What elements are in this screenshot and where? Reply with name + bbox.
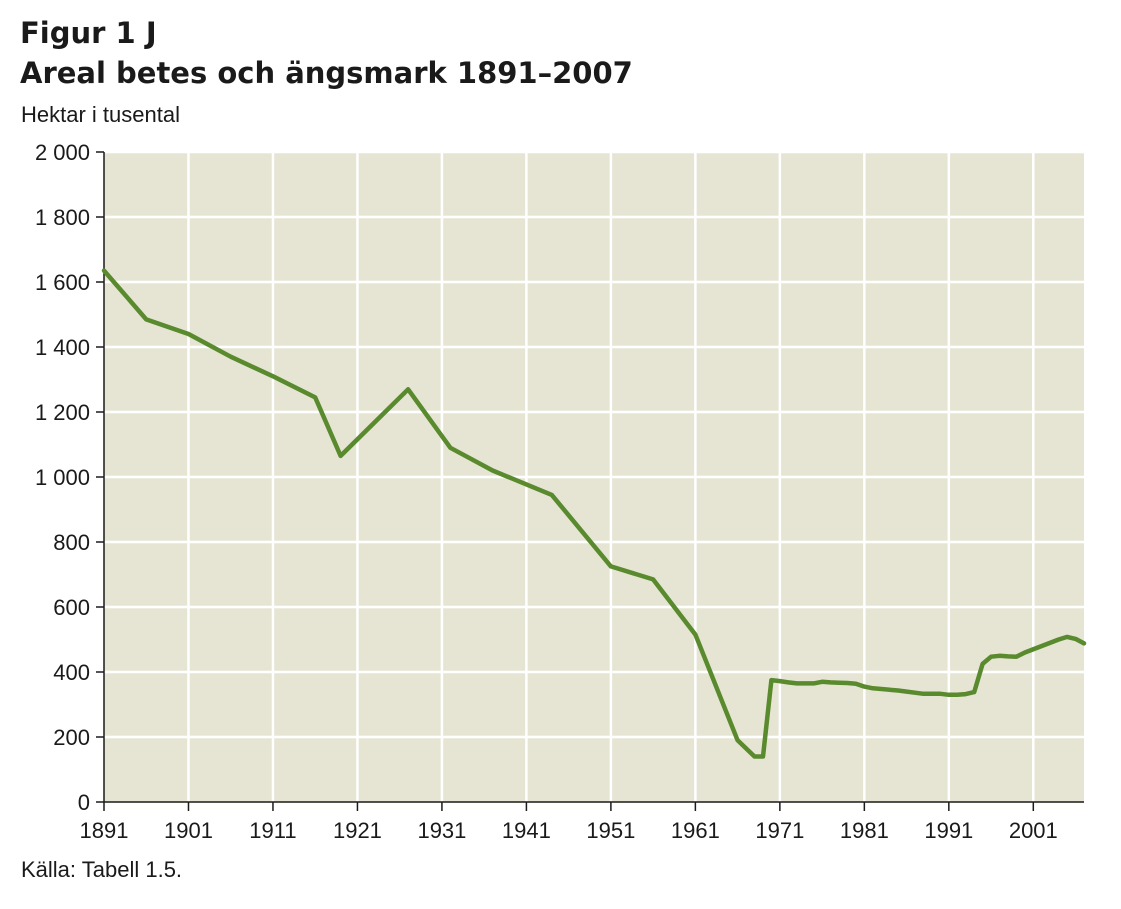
x-tick-label: 1961 bbox=[671, 818, 720, 843]
x-tick-label: 1931 bbox=[417, 818, 466, 843]
x-tick-label: 1941 bbox=[502, 818, 551, 843]
y-tick-label: 2 000 bbox=[35, 140, 90, 165]
axes bbox=[96, 151, 1084, 811]
y-tick-label: 1 200 bbox=[35, 400, 90, 425]
gridlines bbox=[104, 150, 1084, 802]
figure-label: Figur 1 J bbox=[20, 16, 157, 50]
source-note: Källa: Tabell 1.5. bbox=[21, 857, 183, 882]
y-tick-label: 1 600 bbox=[35, 270, 90, 295]
x-tick-label: 1901 bbox=[164, 818, 213, 843]
chart-title: Areal betes och ängsmark 1891–2007 bbox=[20, 56, 633, 90]
x-tick-label: 1911 bbox=[249, 818, 296, 843]
y-tick-label: 1 800 bbox=[35, 205, 90, 230]
y-tick-label: 400 bbox=[53, 660, 90, 685]
y-tick-label: 200 bbox=[53, 725, 90, 750]
x-tick-label: 1991 bbox=[924, 818, 973, 843]
x-tick-label: 1971 bbox=[755, 818, 804, 843]
y-tick-label: 800 bbox=[53, 530, 90, 555]
y-tick-label: 1 000 bbox=[35, 465, 90, 490]
x-tick-label: 1891 bbox=[80, 818, 129, 843]
y-tick-label: 1 400 bbox=[35, 335, 90, 360]
x-tick-label: 1921 bbox=[333, 818, 382, 843]
series-line bbox=[101, 268, 1087, 759]
x-tick-label: 1951 bbox=[586, 818, 635, 843]
series-group bbox=[101, 268, 1087, 759]
x-tick-label: 2001 bbox=[1009, 818, 1058, 843]
y-tick-label: 0 bbox=[78, 790, 90, 815]
y-axis-unit-label: Hektar i tusental bbox=[21, 102, 180, 127]
x-tick-label: 1981 bbox=[840, 818, 889, 843]
y-tick-label: 600 bbox=[53, 595, 90, 620]
tick-labels: 0 200 400 600 800 1 000 1 200 1 400 1 600 1 800 2 … bbox=[35, 140, 1058, 843]
